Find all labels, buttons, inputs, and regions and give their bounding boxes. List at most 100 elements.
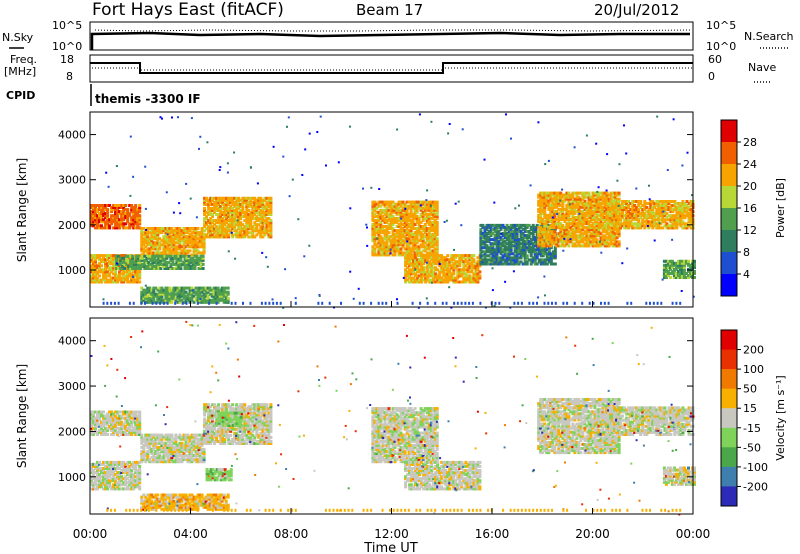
data-cell (470, 258, 474, 262)
data-cell (444, 280, 448, 284)
data-cell (405, 216, 409, 220)
data-cell (255, 202, 259, 206)
data-cell (235, 204, 239, 208)
data-cell (255, 209, 259, 212)
data-cell (94, 264, 97, 268)
data-cell (418, 264, 422, 268)
data-cell (104, 212, 108, 216)
data-cell (371, 200, 375, 204)
data-cell (431, 225, 435, 228)
data-cell (409, 204, 413, 208)
data-cell (543, 242, 547, 246)
data-cell (137, 254, 141, 258)
data-cell (106, 226, 110, 230)
data-cell (114, 212, 118, 216)
data-cell (497, 246, 501, 250)
data-cell (393, 253, 397, 257)
data-cell (617, 240, 621, 244)
data-cell (159, 260, 163, 264)
data-cell (150, 243, 154, 247)
data-cell (269, 227, 273, 231)
data-cell (130, 278, 134, 282)
data-cell (387, 249, 391, 253)
data-cell (176, 292, 180, 296)
data-cell (175, 265, 179, 268)
data-cell (125, 254, 129, 258)
data-cell (405, 245, 409, 249)
data-cell (106, 222, 110, 226)
data-cell (497, 236, 501, 240)
data-cell (249, 213, 253, 216)
data-cell (425, 245, 429, 249)
data-cell (505, 238, 509, 242)
data-cell (247, 196, 251, 200)
data-cell (239, 204, 243, 208)
data-cell (186, 227, 190, 230)
data-cell (219, 221, 223, 225)
data-cell (493, 242, 497, 246)
data-cell (154, 247, 158, 251)
data-cell (166, 237, 170, 241)
data-cell (207, 231, 211, 235)
data-cell (543, 222, 547, 226)
data-cell (137, 267, 141, 270)
data-cell (428, 280, 432, 284)
data-cell (462, 260, 466, 264)
data-cell (489, 227, 493, 231)
data-cell (466, 254, 470, 258)
data-cell (525, 248, 529, 252)
data-cell (102, 278, 106, 282)
data-cell (120, 216, 124, 220)
data-cell (487, 240, 491, 244)
data-cell (122, 226, 126, 230)
data-cell (519, 260, 523, 264)
data-cell (207, 219, 211, 223)
data-cell (134, 270, 138, 274)
data-cell (468, 266, 472, 270)
data-cell (545, 191, 549, 195)
data-cell (410, 270, 414, 274)
data-cell (152, 235, 156, 239)
data-cell (458, 258, 462, 262)
data-cell (371, 214, 375, 218)
data-cell (393, 251, 397, 255)
data-cell (90, 222, 93, 226)
data-cell (452, 278, 456, 282)
data-cell (211, 209, 215, 212)
nsky-panel-frame (89, 21, 694, 51)
data-cell (261, 219, 265, 223)
data-cell (543, 244, 547, 248)
data-cell (157, 256, 161, 260)
data-cell (421, 206, 425, 210)
data-cell (527, 232, 531, 235)
data-cell (501, 248, 505, 252)
data-cell (150, 233, 154, 237)
data-cell (245, 211, 249, 214)
data-cell (405, 212, 409, 216)
data-cell (233, 229, 237, 233)
data-cell (100, 206, 103, 209)
data-cell (466, 270, 470, 274)
data-cell (239, 221, 243, 225)
data-cell (148, 243, 152, 247)
data-cell (501, 240, 505, 244)
data-cell (178, 237, 182, 241)
data-cell (397, 216, 401, 220)
data-cell (253, 221, 257, 225)
data-cell (190, 243, 194, 247)
data-cell (126, 270, 130, 274)
data-cell (140, 239, 144, 243)
data-cell (458, 260, 462, 264)
data-cell (100, 210, 103, 214)
data-cell (187, 258, 191, 262)
data-cell (227, 215, 231, 219)
data-cell (413, 214, 417, 218)
freq-unit-label: [MHz] (4, 65, 36, 78)
data-cell (456, 262, 460, 266)
data-cell (170, 245, 174, 249)
data-cell (442, 256, 446, 260)
data-cell (545, 201, 549, 205)
data-cell (543, 228, 547, 232)
data-cell (413, 210, 417, 214)
data-cell (539, 234, 543, 238)
